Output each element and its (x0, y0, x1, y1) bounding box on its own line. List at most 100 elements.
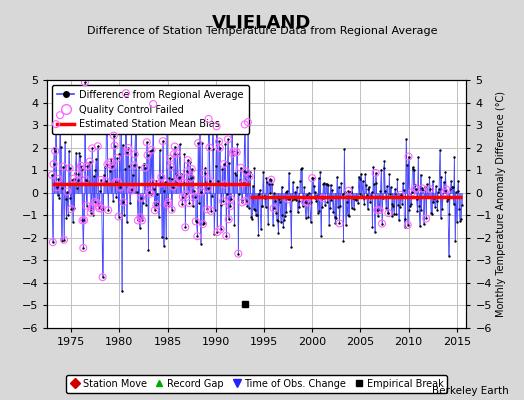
Point (230, 148, 238, 154)
Point (226, 203, 234, 209)
Point (346, 189, 355, 195)
Point (452, 189, 460, 195)
Point (424, 194, 433, 200)
Point (110, 132, 118, 139)
Point (266, 176, 274, 182)
Point (355, 191, 364, 197)
Point (381, 187, 389, 194)
Point (90, 199, 99, 205)
Point (303, 200, 312, 206)
Point (434, 189, 442, 195)
Point (114, 179, 122, 185)
Point (383, 183, 391, 190)
Point (426, 186, 434, 192)
Point (138, 217, 146, 224)
Point (176, 176, 184, 182)
Point (86, 210, 95, 216)
Point (88, 145, 96, 152)
Point (219, 198, 227, 204)
Point (382, 205, 390, 211)
Point (91, 167, 100, 173)
Point (336, 203, 344, 210)
Point (83, 163, 92, 169)
Point (293, 209, 302, 216)
Point (137, 194, 145, 201)
Point (168, 176, 177, 182)
Point (286, 208, 294, 214)
Point (403, 222, 412, 228)
Point (260, 193, 268, 199)
Point (82, 176, 90, 183)
Point (435, 186, 443, 192)
Point (248, 182, 257, 189)
Point (181, 224, 190, 230)
Point (169, 183, 178, 190)
Point (213, 229, 222, 235)
Point (195, 200, 203, 207)
Point (173, 150, 181, 157)
Point (141, 164, 149, 171)
Point (355, 174, 363, 180)
Point (314, 175, 323, 181)
Point (73, 185, 81, 191)
Point (241, 121, 249, 128)
Point (63, 188, 71, 195)
Point (154, 200, 162, 207)
Point (308, 175, 316, 181)
Point (227, 88, 236, 94)
Point (200, 170, 209, 176)
Point (55, 194, 63, 201)
Point (90, 199, 99, 205)
Point (445, 210, 454, 217)
Point (124, 145, 133, 151)
Point (121, 166, 129, 172)
Point (59, 164, 68, 170)
Point (421, 184, 430, 191)
Point (157, 174, 166, 180)
Point (303, 200, 312, 206)
Point (197, 188, 205, 195)
Point (162, 234, 170, 241)
Point (114, 213, 123, 220)
Point (309, 175, 317, 182)
Point (219, 198, 227, 204)
Point (199, 221, 207, 227)
Point (376, 188, 385, 194)
Point (52, 121, 60, 127)
Point (236, 164, 245, 171)
Point (220, 161, 228, 167)
Point (304, 214, 312, 220)
Point (241, 121, 249, 128)
Point (357, 170, 365, 177)
Point (442, 186, 451, 193)
Point (52, 184, 61, 190)
Point (179, 194, 187, 200)
Point (56, 112, 64, 118)
Point (375, 194, 383, 200)
Point (292, 196, 300, 203)
Point (119, 199, 128, 206)
Point (211, 206, 219, 213)
Point (331, 220, 340, 226)
Point (162, 130, 171, 136)
Point (203, 206, 211, 212)
Point (392, 210, 401, 217)
Point (97, 177, 105, 183)
Point (344, 188, 353, 194)
Point (52, 121, 60, 127)
Point (329, 209, 337, 216)
Point (78, 217, 86, 224)
Point (443, 198, 451, 204)
Point (281, 189, 290, 195)
Point (165, 175, 173, 182)
Point (233, 149, 241, 156)
Point (147, 147, 156, 153)
Point (84, 177, 92, 184)
Point (216, 226, 225, 232)
Point (367, 189, 376, 196)
Point (228, 150, 237, 157)
Point (302, 192, 311, 198)
Point (109, 198, 117, 204)
Point (313, 210, 322, 216)
Point (116, 184, 124, 191)
